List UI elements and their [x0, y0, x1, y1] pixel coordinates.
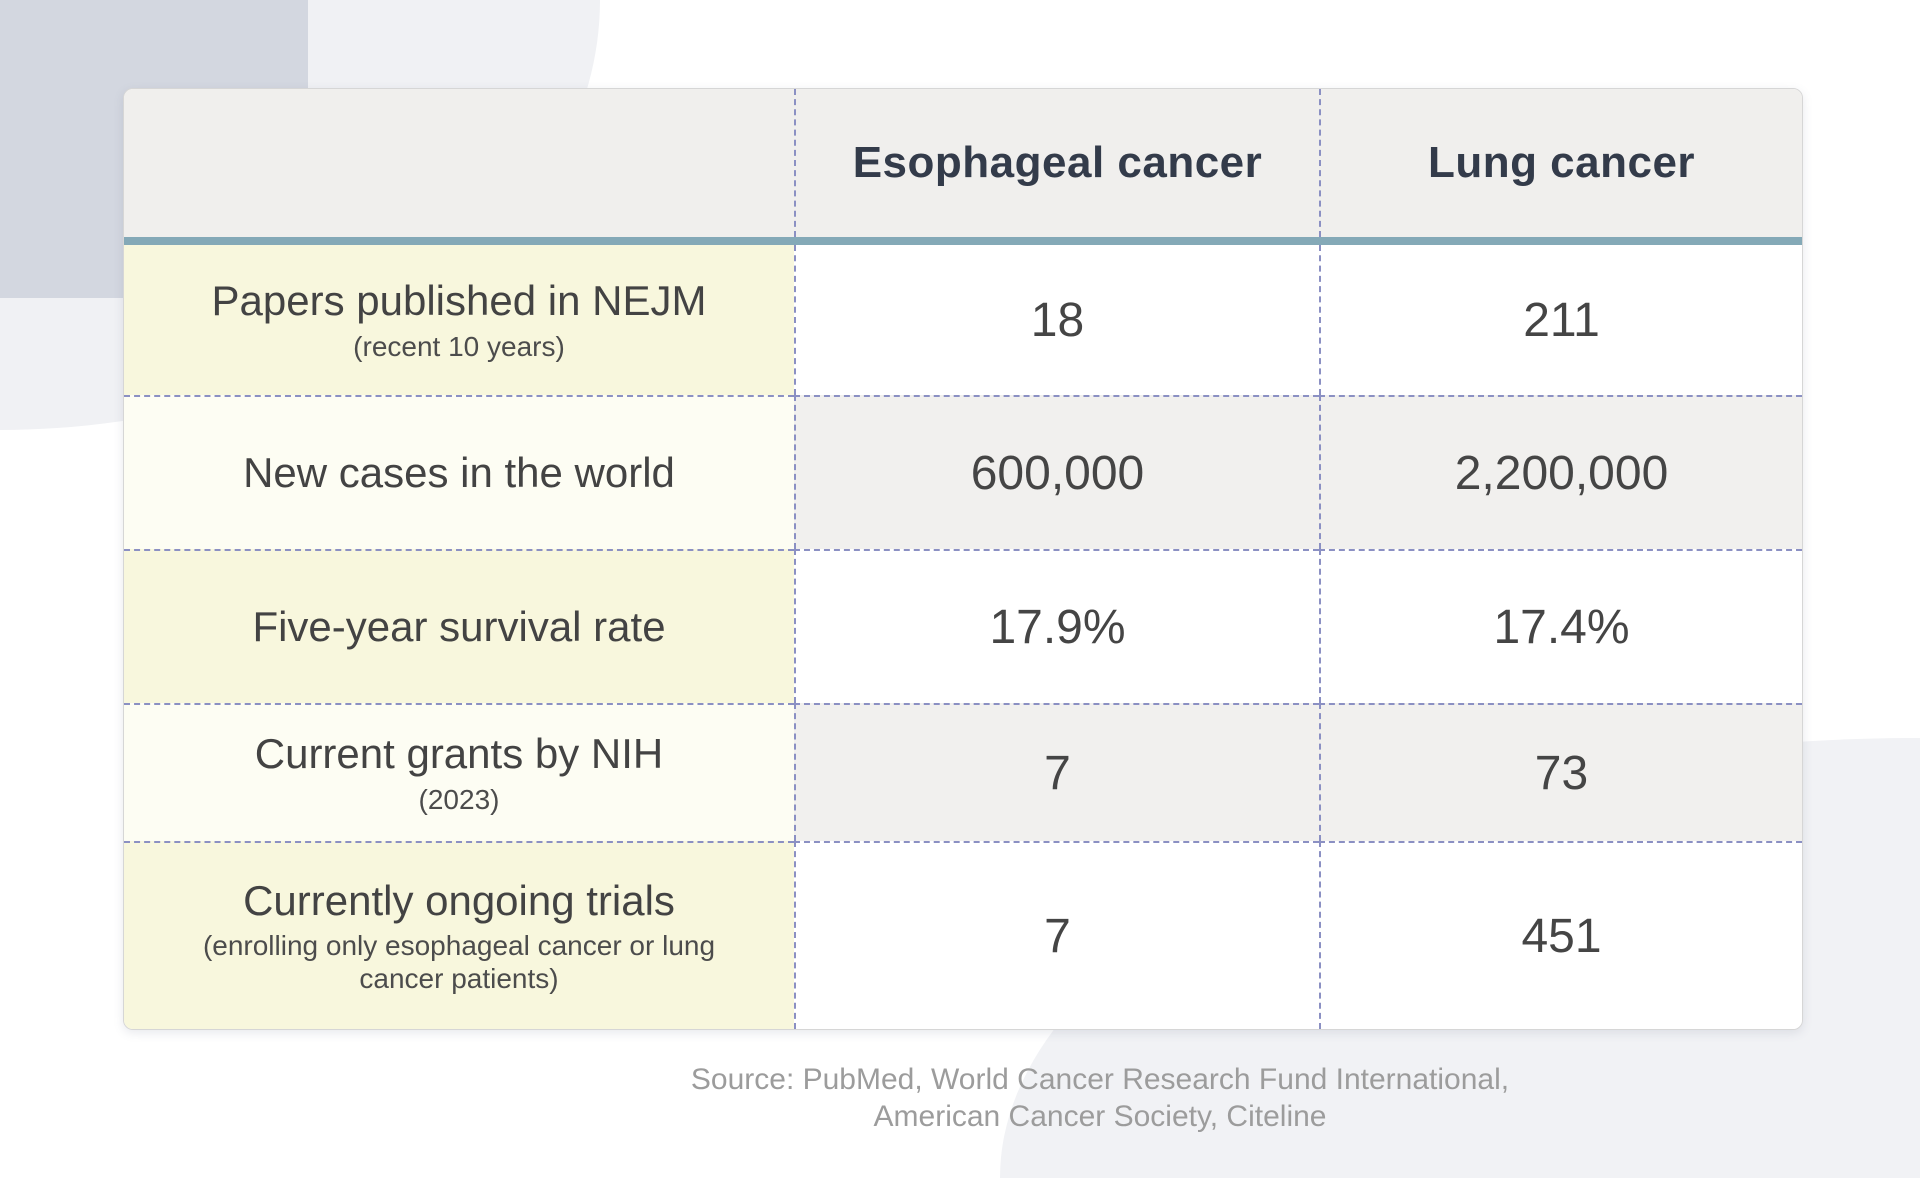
value-text: 17.9% — [989, 600, 1126, 654]
header-empty-cell — [124, 89, 794, 237]
value-text: 7 — [1044, 909, 1071, 963]
row-label: New cases in the world — [243, 448, 675, 496]
source-line-2: American Cancer Society, Citeline — [873, 1099, 1327, 1133]
row-label: Current grants by NIH — [254, 730, 664, 778]
value-cell-lung-survival: 17.4% — [1319, 549, 1802, 703]
row-header-nih-grants: Current grants by NIH (2023) — [124, 703, 794, 841]
value-cell-esophageal-trials: 7 — [794, 841, 1319, 1029]
column-header-esophageal: Esophageal cancer — [794, 89, 1319, 237]
row-label: Currently ongoing trials — [243, 876, 675, 924]
source-attribution: Source: PubMed, World Cancer Research Fu… — [560, 1062, 1640, 1135]
comparison-table: Esophageal cancer Lung cancer Papers pub… — [123, 88, 1803, 1030]
row-sublabel: (2023) — [418, 783, 500, 815]
row-sublabel: (recent 10 years) — [353, 330, 565, 362]
row-sublabel: (enrolling only esophageal cancer or lun… — [202, 930, 716, 995]
value-text: 18 — [1030, 293, 1085, 347]
column-header-lung-label: Lung cancer — [1427, 138, 1696, 187]
value-cell-esophageal-new-cases: 600,000 — [794, 395, 1319, 549]
value-cell-esophageal-grants: 7 — [794, 703, 1319, 841]
row-label: Five-year survival rate — [252, 602, 666, 650]
value-text: 7 — [1044, 746, 1071, 800]
value-text: 451 — [1521, 909, 1602, 963]
value-cell-lung-papers: 211 — [1319, 245, 1802, 395]
row-header-ongoing-trials: Currently ongoing trials (enrolling only… — [124, 841, 794, 1029]
value-text: 73 — [1534, 746, 1589, 800]
row-header-survival-rate: Five-year survival rate — [124, 549, 794, 703]
value-cell-lung-grants: 73 — [1319, 703, 1802, 841]
value-cell-lung-new-cases: 2,200,000 — [1319, 395, 1802, 549]
source-line-1: Source: PubMed, World Cancer Research Fu… — [690, 1063, 1510, 1096]
row-header-papers-nejm: Papers published in NEJM (recent 10 year… — [124, 245, 794, 395]
value-text: 600,000 — [970, 446, 1145, 500]
row-label: Papers published in NEJM — [211, 277, 707, 325]
column-header-lung: Lung cancer — [1319, 89, 1802, 237]
value-text: 2,200,000 — [1454, 446, 1669, 500]
value-cell-lung-trials: 451 — [1319, 841, 1802, 1029]
value-cell-esophageal-papers: 18 — [794, 245, 1319, 395]
column-header-esophageal-label: Esophageal cancer — [852, 138, 1263, 187]
value-cell-esophageal-survival: 17.9% — [794, 549, 1319, 703]
value-text: 17.4% — [1493, 600, 1630, 654]
row-header-new-cases: New cases in the world — [124, 395, 794, 549]
accent-divider-bar — [124, 237, 1802, 245]
value-text: 211 — [1523, 293, 1600, 347]
